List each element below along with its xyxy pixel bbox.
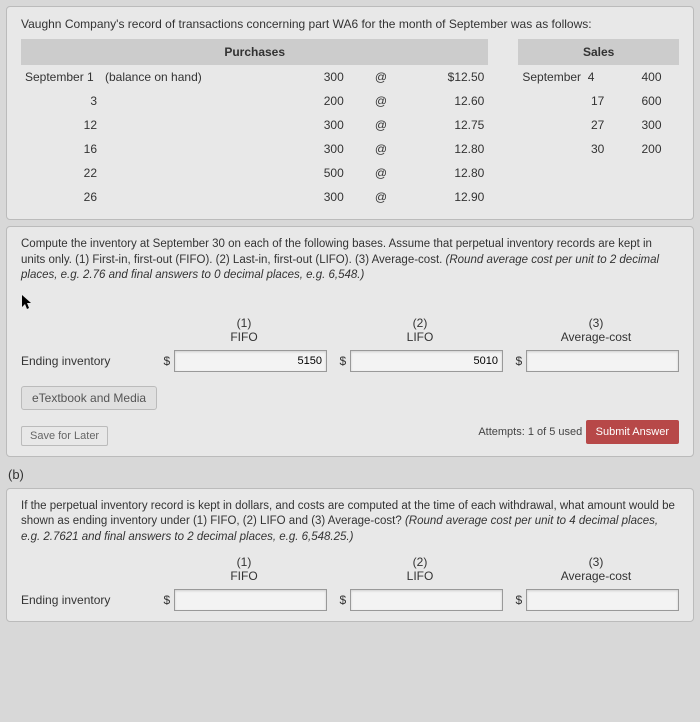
- ending-inventory-label-b: Ending inventory: [21, 593, 151, 607]
- part-b-label: (b): [8, 467, 700, 482]
- instructions: Compute the inventory at September 30 on…: [21, 237, 679, 284]
- lifo-input-b[interactable]: [350, 589, 503, 611]
- col-lifo-b: (2)LIFO: [337, 555, 503, 583]
- table-row: September 1 (balance on hand) 300 @ $12.…: [21, 65, 679, 89]
- lifo-input[interactable]: [350, 350, 503, 372]
- month: September: [25, 70, 84, 84]
- col-avg-b: (3)Average-cost: [513, 555, 679, 583]
- etextbook-link[interactable]: eTextbook and Media: [21, 386, 157, 410]
- avg-input[interactable]: [526, 350, 679, 372]
- links-row: eTextbook and Media: [21, 386, 679, 410]
- table-row: 22 500 @ 12.80: [21, 161, 679, 185]
- cursor-icon: [21, 294, 33, 310]
- answers-grid-b: (1)FIFO (2)LIFO (3)Average-cost Ending i…: [21, 555, 679, 611]
- save-for-later-button[interactable]: Save for Later: [21, 426, 108, 446]
- avg-input-b[interactable]: [526, 589, 679, 611]
- question-panel-b: If the perpetual inventory record is kep…: [6, 488, 694, 623]
- sales-header: Sales: [518, 39, 679, 65]
- transactions-table: Purchases Sales September 1 (balance on …: [21, 39, 679, 209]
- question-panel-a: Vaughn Company's record of transactions …: [6, 6, 694, 220]
- fifo-input-b[interactable]: [174, 589, 327, 611]
- purchases-header: Purchases: [21, 39, 488, 65]
- ending-inventory-label: Ending inventory: [21, 354, 151, 368]
- col-avg: (3)Average-cost: [513, 316, 679, 344]
- fifo-input[interactable]: [174, 350, 327, 372]
- question-panel-a2: Compute the inventory at September 30 on…: [6, 226, 694, 457]
- answers-grid: (1)FIFO (2)LIFO (3)Average-cost Ending i…: [21, 316, 679, 372]
- attempts-text: Attempts: 1 of 5 used: [478, 426, 582, 438]
- submit-answer-button[interactable]: Submit Answer: [586, 420, 679, 444]
- table-row: 3 200 @ 12.60 17 600: [21, 89, 679, 113]
- instructions-b: If the perpetual inventory record is kep…: [21, 499, 679, 546]
- col-fifo: (1)FIFO: [161, 316, 327, 344]
- table-row: 16 300 @ 12.80 30 200: [21, 137, 679, 161]
- col-fifo-b: (1)FIFO: [161, 555, 327, 583]
- col-lifo: (2)LIFO: [337, 316, 503, 344]
- table-row: 12 300 @ 12.75 27 300: [21, 113, 679, 137]
- table-row: 26 300 @ 12.90: [21, 185, 679, 209]
- intro-text: Vaughn Company's record of transactions …: [21, 17, 679, 31]
